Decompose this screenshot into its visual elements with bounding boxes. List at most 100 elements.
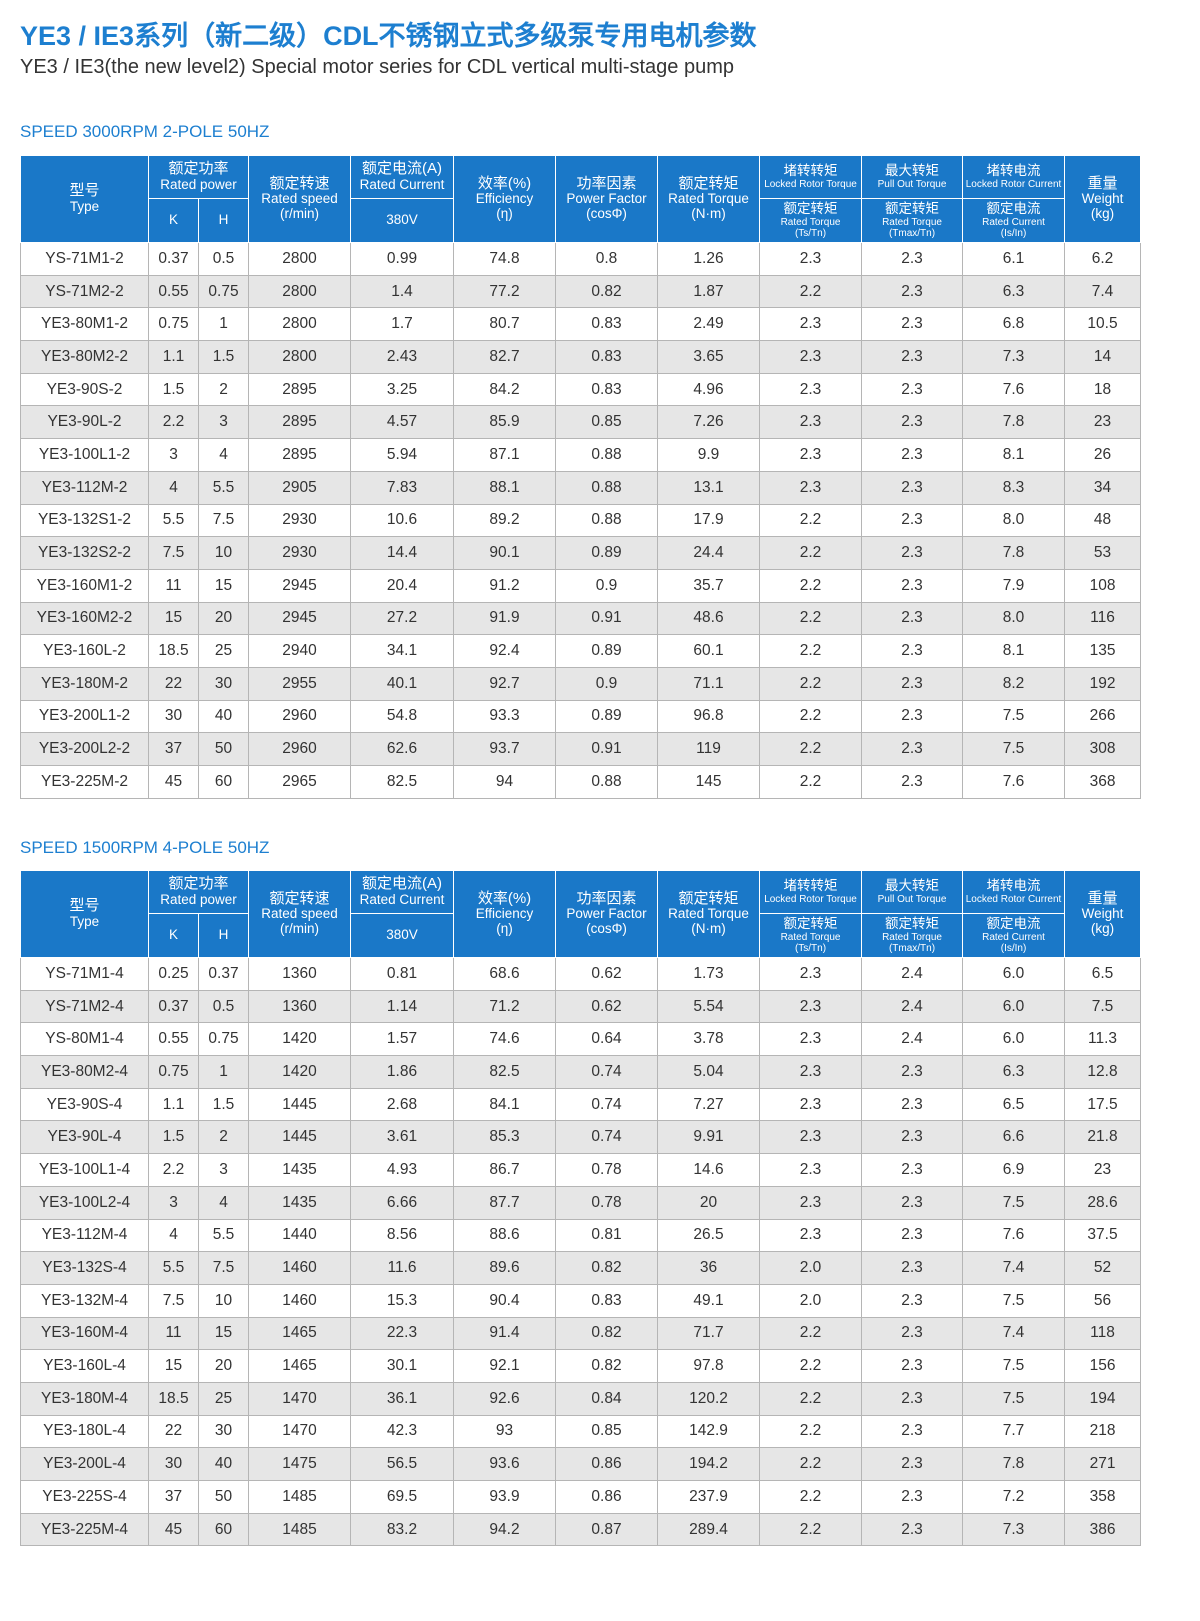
data-cell: 1445 — [248, 1087, 352, 1122]
data-cell: 85.9 — [453, 405, 557, 440]
header-subcell: H — [197, 913, 250, 958]
data-cell: 6.0 — [962, 1022, 1066, 1057]
data-cell: YE3-132S1-2 — [20, 503, 149, 538]
data-cell: 12.8 — [1064, 1055, 1142, 1089]
data-cell: 1465 — [248, 1349, 352, 1383]
data-cell: 4.57 — [350, 405, 455, 440]
data-cell: 2.2 — [759, 1512, 863, 1547]
header-row: K H 380V 额定转矩 Rated Torque (Ts/Tn) 额定转矩 Rated T… — [21, 913, 1141, 958]
data-cell: 20 — [197, 1349, 250, 1383]
header-text: Rated power — [160, 176, 237, 192]
data-cell: 9.9 — [657, 438, 761, 472]
header-text: Rated Current — [359, 891, 445, 907]
data-cell: 2.3 — [861, 1218, 964, 1253]
data-cell: 6.1 — [962, 242, 1066, 276]
data-cell: 0.82 — [555, 274, 659, 309]
header-text: 最大转矩 — [885, 163, 940, 179]
data-cell: 2960 — [248, 699, 352, 734]
header-text: K — [168, 212, 178, 228]
data-cell: 1485 — [248, 1480, 352, 1514]
data-cell: 2.2 — [759, 1447, 863, 1481]
data-cell: 17.5 — [1064, 1087, 1142, 1122]
data-cell: 192 — [1064, 666, 1142, 701]
data-cell: YE3-132S-4 — [20, 1251, 149, 1285]
data-cell: 40.1 — [350, 666, 455, 701]
data-cell: 40 — [197, 1447, 250, 1481]
data-cell: 18.5 — [148, 1381, 199, 1416]
data-cell: 18 — [1064, 372, 1142, 407]
data-cell: YE3-200L1-2 — [20, 699, 149, 734]
data-cell: 0.81 — [350, 957, 455, 991]
data-cell: 30 — [148, 699, 199, 734]
data-cell: 6.3 — [962, 1055, 1066, 1089]
header-text: Pull Out Torque — [877, 178, 947, 190]
data-cell: 7.7 — [962, 1414, 1066, 1449]
data-cell: YE3-225S-4 — [20, 1480, 149, 1514]
data-cell: 62.6 — [350, 732, 455, 766]
data-cell: 60 — [197, 1512, 250, 1547]
data-cell: 2.3 — [861, 699, 964, 734]
header-text: Rated Current — [982, 931, 1045, 943]
data-cell: 2.2 — [759, 634, 863, 668]
data-cell: 3.25 — [350, 372, 455, 407]
data-cell: 30 — [197, 666, 250, 701]
data-cell: 93.9 — [453, 1480, 557, 1514]
data-cell: 7.8 — [962, 1447, 1066, 1481]
data-cell: YE3-80M1-2 — [20, 307, 149, 342]
data-cell: 0.83 — [555, 372, 659, 407]
data-row: YE3-132S-4 5.5 7.5 1460 11.6 89.6 0.82 36 2.0 2.3… — [20, 1251, 1142, 1285]
data-cell: 8.1 — [962, 438, 1066, 472]
data-cell: 0.62 — [555, 989, 659, 1024]
data-cell: 0.88 — [555, 470, 659, 505]
data-row: YE3-200L2-2 37 50 2960 62.6 93.7 0.91 119 2.2 2.3… — [20, 732, 1142, 766]
data-cell: 2.3 — [861, 1447, 964, 1481]
header-row: K H 380V 额定转矩 Rated Torque (Ts/Tn) 额定转矩 Rated T… — [21, 198, 1141, 243]
data-cell: 2.3 — [759, 340, 863, 374]
data-cell: 2.2 — [759, 274, 863, 309]
header-text: Locked Rotor Current — [965, 893, 1062, 905]
data-row: YE3-200L-4 30 40 1475 56.5 93.6 0.86 194.2 2.2 2.… — [20, 1447, 1142, 1481]
header-cell: 堵转转矩 Locked Rotor Torque — [759, 870, 863, 914]
data-cell: 50 — [197, 732, 250, 766]
header-text: 额定功率 — [168, 160, 229, 178]
data-cell: 5.5 — [148, 503, 199, 538]
data-cell: 4 — [197, 438, 250, 472]
data-cell: 118 — [1064, 1316, 1142, 1351]
data-cell: 2.3 — [759, 957, 863, 991]
data-cell: 25 — [197, 634, 250, 668]
data-cell: 1460 — [248, 1251, 352, 1285]
data-cell: 3 — [197, 1153, 250, 1187]
data-cell: 4 — [148, 1218, 199, 1253]
data-cell: 60.1 — [657, 634, 761, 668]
table-body: YS-71M1-2 0.37 0.5 2800 0.99 74.8 0.8 1.26 2.3 2.… — [20, 242, 1142, 799]
data-cell: 2.3 — [861, 503, 964, 538]
data-cell: 0.78 — [555, 1185, 659, 1220]
header-text: K — [168, 927, 178, 943]
data-row: YE3-160M1-2 11 15 2945 20.4 91.2 0.9 35.7 2.2 2.3… — [20, 568, 1142, 603]
header-text: 额定电流 — [986, 916, 1041, 932]
header-text: Rated Torque — [668, 191, 749, 207]
data-cell: 0.75 — [197, 274, 250, 309]
data-cell: YE3-160L-4 — [20, 1349, 149, 1383]
header-text: Power Factor — [566, 906, 647, 922]
data-row: YE3-180L-4 22 30 1470 42.3 93 0.85 142.9 2.2 2.3 7… — [20, 1414, 1142, 1449]
data-cell: 22.3 — [350, 1316, 455, 1351]
table-head: 型号 Type 额定功率 Rated power 额定转速 Rated speed (r/m… — [20, 155, 1142, 243]
data-cell: 1.4 — [350, 274, 455, 309]
data-cell: 145 — [657, 765, 761, 799]
spec-table: 型号 Type 额定功率 Rated power 额定转速 Rated speed (r/m… — [20, 155, 1142, 799]
data-cell: 4 — [148, 470, 199, 505]
data-cell: 35.7 — [657, 568, 761, 603]
data-cell: YE3-100L1-2 — [20, 438, 149, 472]
data-cell: 0.86 — [555, 1447, 659, 1481]
data-cell: 1 — [197, 307, 250, 342]
data-cell: 11 — [148, 1316, 199, 1351]
header-subcell: 380V — [350, 198, 455, 243]
data-cell: 2.4 — [861, 1022, 964, 1057]
data-cell: 7.83 — [350, 470, 455, 505]
data-cell: 0.89 — [555, 536, 659, 570]
data-cell: 194.2 — [657, 1447, 761, 1481]
data-cell: 0.37 — [197, 957, 250, 991]
header-text: (η) — [496, 921, 513, 937]
header-cell: 额定电流(A) Rated Current — [350, 155, 455, 199]
